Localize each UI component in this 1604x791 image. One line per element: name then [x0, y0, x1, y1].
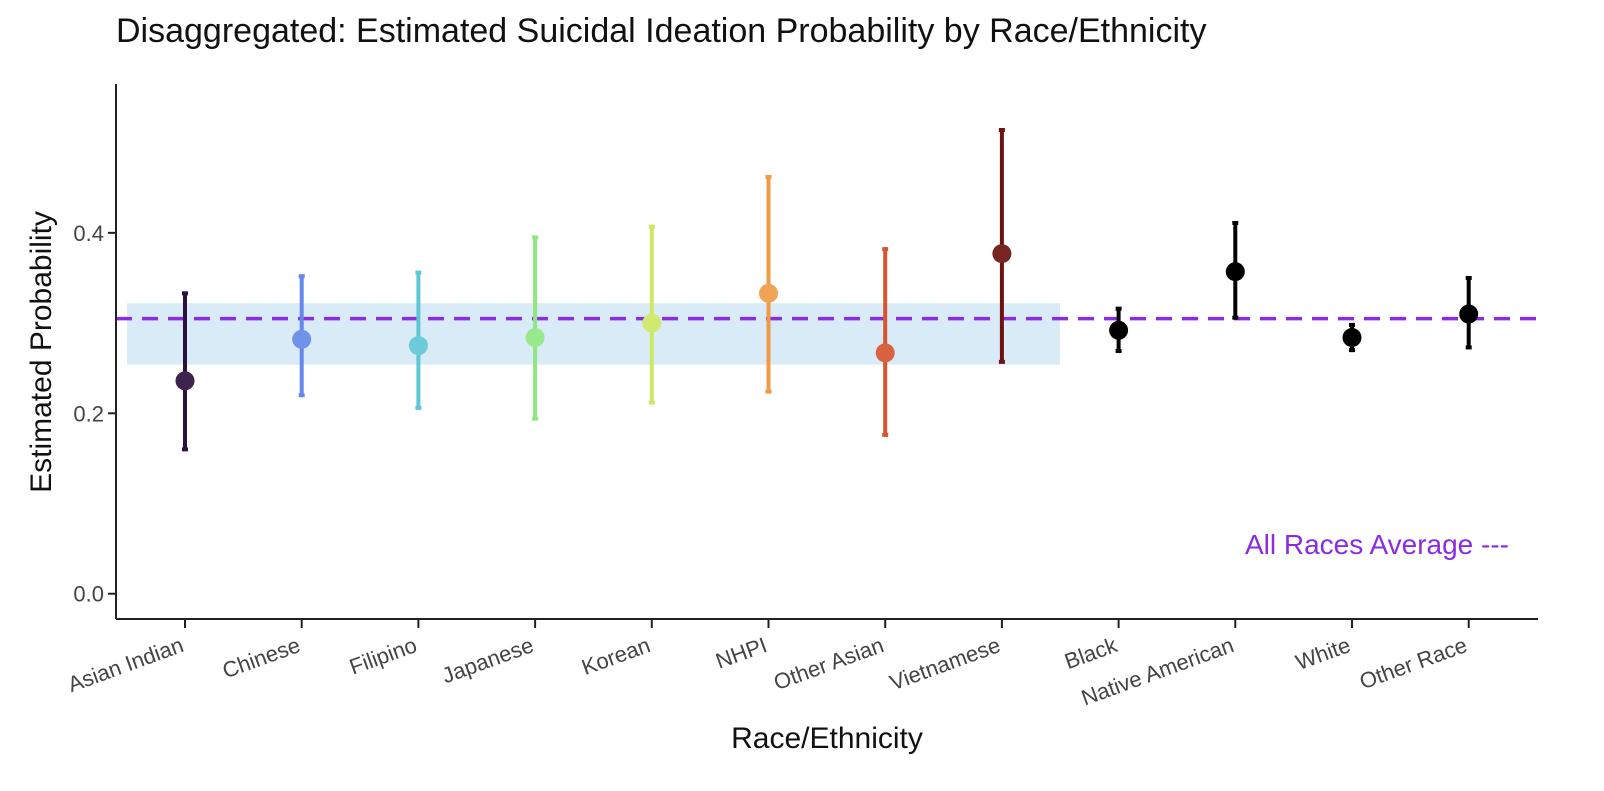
- data-point: [642, 313, 662, 333]
- y-ticks-group: 0.0 0.2 0.4: [73, 221, 116, 607]
- axes-group: [115, 84, 1538, 620]
- data-point: [759, 283, 778, 303]
- x-axis-title: Race/Ethnicity: [731, 722, 923, 755]
- data-point: [1109, 320, 1129, 340]
- data-point: [525, 328, 545, 348]
- data-point: [1342, 328, 1362, 348]
- y-tick-label: 0.2: [73, 401, 104, 426]
- shaded-band-group: [127, 303, 1060, 365]
- y-tick-label: 0.0: [73, 582, 104, 607]
- data-point: [1459, 304, 1479, 324]
- chart-title: Disaggregated: Estimated Suicidal Ideati…: [116, 12, 1206, 50]
- data-point: [292, 329, 312, 349]
- data-point: [175, 371, 195, 391]
- y-axis-title: Estimated Probability: [25, 211, 58, 493]
- reference-line-label: All Races Average ---: [1245, 529, 1509, 560]
- data-points-group: [175, 128, 1479, 452]
- error-bar: [882, 247, 889, 437]
- data-point: [408, 336, 428, 356]
- data-point: [992, 244, 1012, 264]
- data-point: [875, 343, 895, 363]
- data-point: [1225, 262, 1245, 282]
- average-band-rect: [127, 303, 1060, 365]
- y-tick-label: 0.4: [73, 221, 104, 246]
